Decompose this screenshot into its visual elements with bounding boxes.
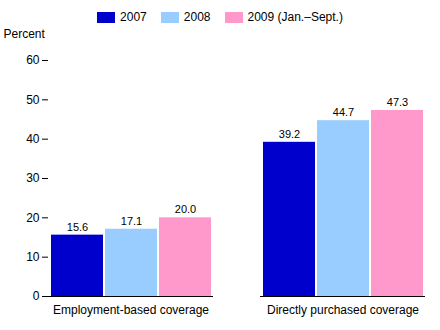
- html-text:2009 (Jan.–Sept.): 2009 (Jan.–Sept.): [247, 10, 343, 24]
- svg-text:0: 0: [33, 289, 40, 303]
- svg-text:60: 60: [26, 53, 40, 67]
- svg-text:Directly purchased coverage: Directly purchased coverage: [267, 303, 419, 317]
- svg-text:15.6: 15.6: [67, 221, 88, 233]
- svg-text:47.3: 47.3: [387, 96, 408, 108]
- svg-text:10: 10: [26, 250, 40, 264]
- svg-text:20: 20: [26, 211, 40, 225]
- svg-text:17.1: 17.1: [121, 215, 142, 227]
- html-text:2008: 2008: [183, 10, 211, 24]
- svg-text:30: 30: [26, 171, 40, 185]
- svg-text:Percent: Percent: [4, 27, 46, 41]
- svg-text:44.7: 44.7: [333, 106, 354, 118]
- html-text:2007: 2007: [120, 10, 147, 24]
- svg-text:Employment-based coverage: Employment-based coverage: [53, 303, 209, 317]
- svg-text:50: 50: [26, 93, 40, 107]
- svg-text:20.0: 20.0: [175, 203, 196, 215]
- svg-text:40: 40: [26, 132, 40, 146]
- svg-text:39.2: 39.2: [279, 128, 300, 140]
